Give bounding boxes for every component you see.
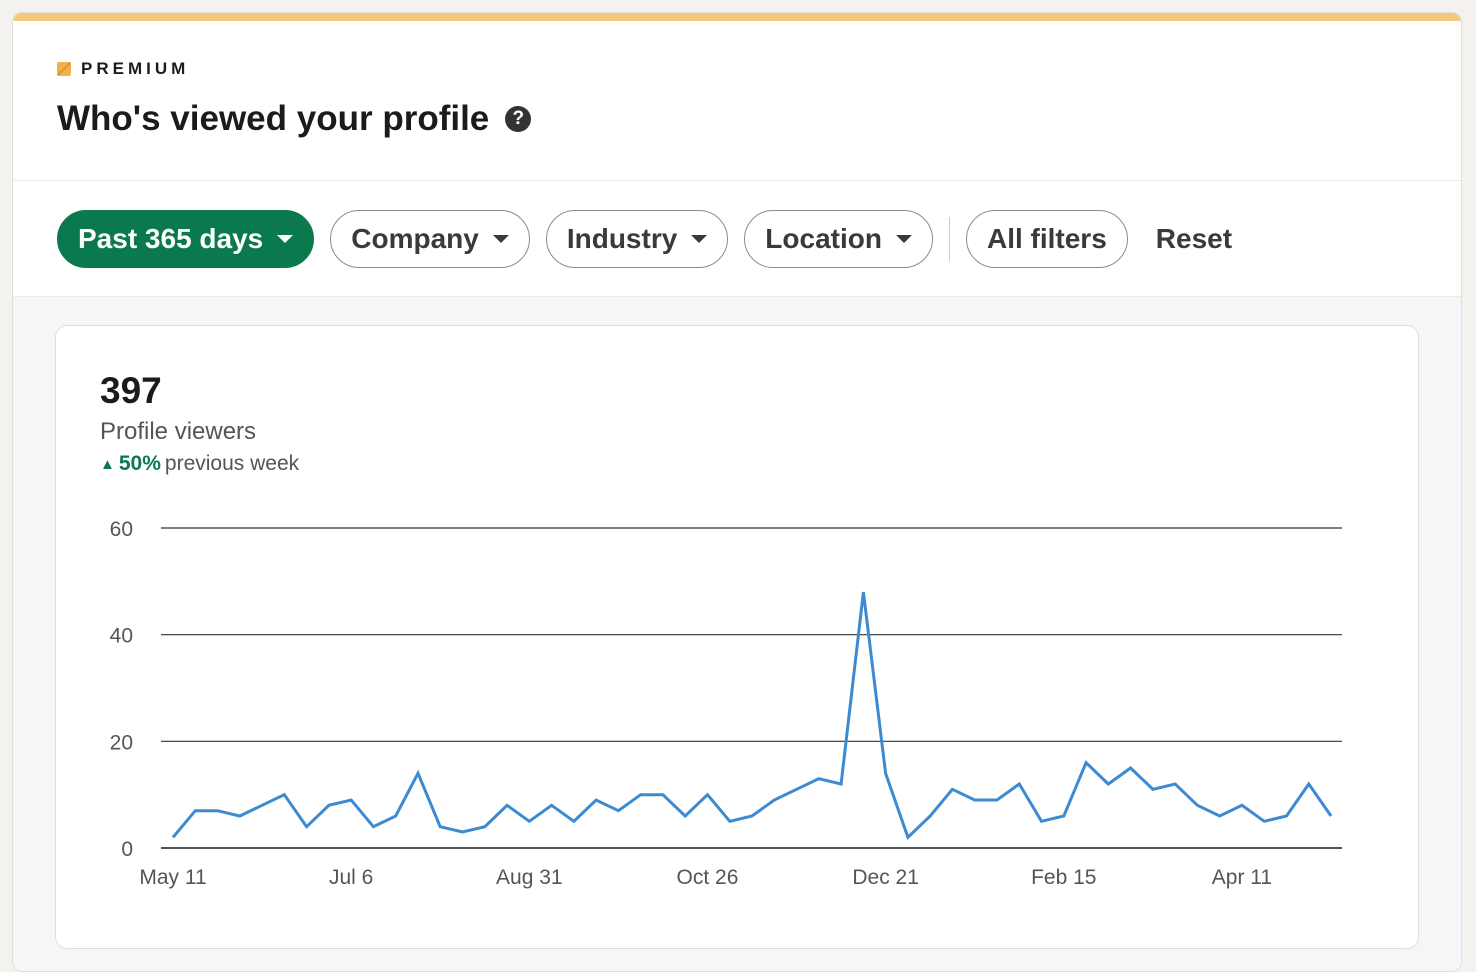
y-tick-label: 40 bbox=[110, 625, 133, 648]
x-tick-label: Oct 26 bbox=[677, 866, 739, 889]
profile-views-card: PREMIUM Who's viewed your profile ? Past… bbox=[12, 12, 1462, 972]
reset-button[interactable]: Reset bbox=[1155, 222, 1233, 254]
caret-down-icon bbox=[895, 234, 912, 243]
series-line bbox=[171, 591, 1333, 840]
question-circle-icon[interactable]: ? bbox=[505, 106, 532, 132]
delta-text: previous week bbox=[164, 452, 300, 475]
line-chart: 0 20 40 60 May 11 Jul 6 Aug 31 Oct 26 Dec 21 Feb … bbox=[110, 518, 1342, 889]
x-tick-label: Aug 31 bbox=[496, 866, 563, 889]
content-area: 397 Profile viewers ▲ 50% previous week … bbox=[13, 297, 1461, 971]
industry-label: Industry bbox=[566, 222, 678, 254]
delta-row: ▲ 50% previous week bbox=[100, 452, 299, 476]
company-label: Company bbox=[351, 222, 479, 254]
caret-down-icon bbox=[691, 234, 708, 243]
all-filters-label: All filters bbox=[986, 222, 1107, 254]
location-label: Location bbox=[765, 222, 882, 254]
x-tick-label: Apr 11 bbox=[1212, 866, 1272, 889]
filter-bar: Past 365 days Company Industry Location … bbox=[13, 181, 1461, 297]
industry-filter[interactable]: Industry bbox=[545, 209, 729, 268]
arrow-up-icon: ▲ bbox=[100, 455, 115, 473]
premium-badge: PREMIUM bbox=[57, 59, 1461, 79]
y-tick-label: 0 bbox=[121, 838, 133, 861]
page-title: Who's viewed your profile ? bbox=[57, 99, 1461, 139]
x-tick-label: Dec 21 bbox=[852, 866, 919, 889]
filter-divider bbox=[948, 216, 950, 261]
y-tick-label: 20 bbox=[110, 731, 133, 754]
time-range-filter[interactable]: Past 365 days bbox=[57, 209, 315, 268]
x-tick-label: Jul 6 bbox=[329, 866, 373, 889]
delta-percent: 50% bbox=[118, 452, 161, 475]
all-filters-button[interactable]: All filters bbox=[965, 209, 1128, 268]
chart-card: 397 Profile viewers ▲ 50% previous week … bbox=[55, 325, 1419, 949]
x-tick-label: Feb 15 bbox=[1031, 866, 1096, 889]
time-range-label: Past 365 days bbox=[78, 222, 264, 254]
y-tick-label: 60 bbox=[110, 518, 133, 541]
premium-label: PREMIUM bbox=[81, 59, 190, 78]
viewer-count-label: Profile viewers bbox=[100, 418, 257, 445]
header: PREMIUM Who's viewed your profile ? bbox=[13, 21, 1461, 181]
x-tick-label: May 11 bbox=[139, 866, 206, 889]
page-title-text: Who's viewed your profile bbox=[57, 99, 490, 138]
premium-icon bbox=[57, 62, 71, 76]
company-filter[interactable]: Company bbox=[330, 209, 530, 268]
location-filter[interactable]: Location bbox=[744, 209, 933, 268]
premium-accent-bar bbox=[13, 13, 1461, 21]
caret-down-icon bbox=[277, 234, 294, 243]
caret-down-icon bbox=[492, 234, 509, 243]
viewer-count: 397 bbox=[100, 370, 162, 411]
